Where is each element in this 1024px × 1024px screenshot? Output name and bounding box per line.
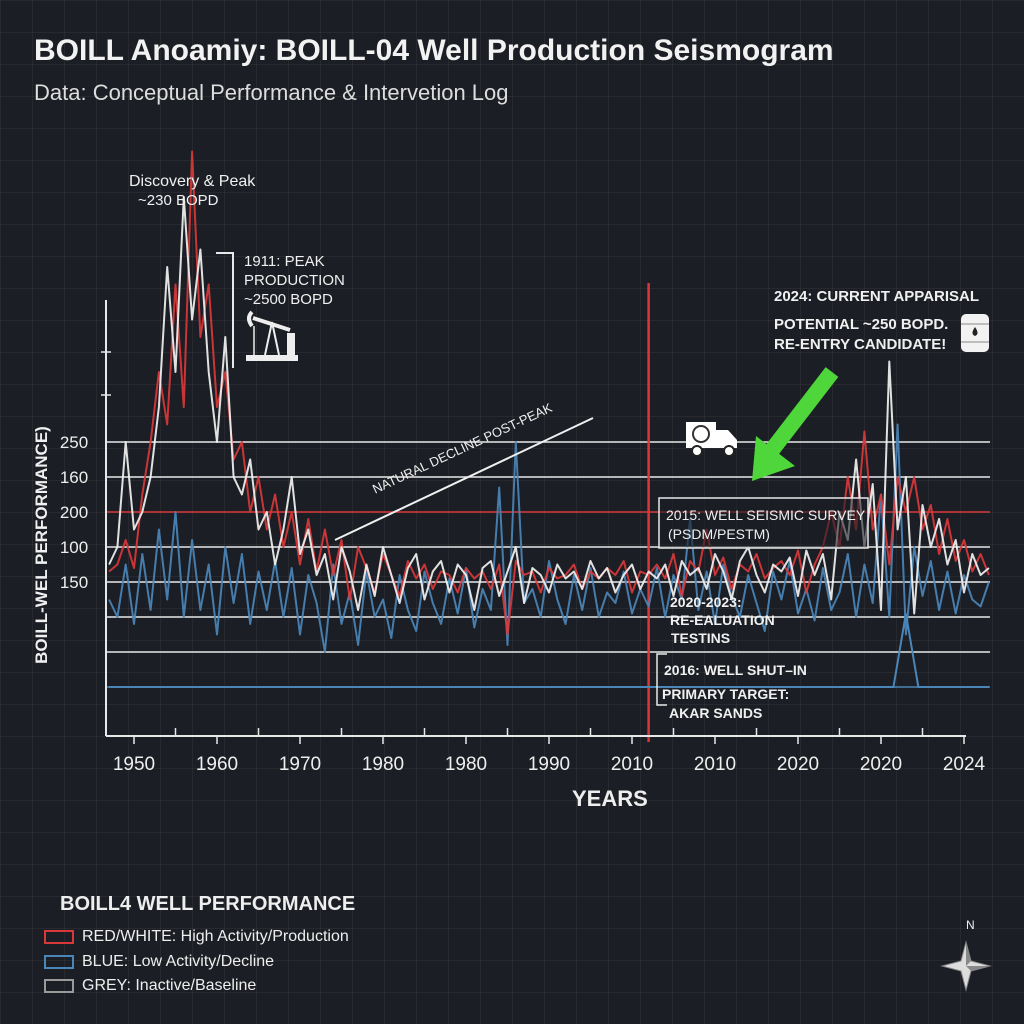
decline-line bbox=[334, 417, 594, 541]
annotation-potential-1: POTENTIAL ~250 BOPD. bbox=[774, 316, 949, 333]
x-tick-label: 2020 bbox=[860, 754, 902, 775]
shutin-bracket bbox=[656, 653, 667, 706]
legend-item-red: RED/WHITE: High Activity/Production bbox=[44, 928, 349, 946]
x-tick-label: 1950 bbox=[113, 754, 155, 775]
annotation-peak-2: PRODUCTION bbox=[244, 272, 345, 289]
legend-label: RED/WHITE: High Activity/Production bbox=[82, 928, 349, 945]
survey-box bbox=[658, 497, 869, 549]
annotation-peak-1: 1911: PEAK bbox=[244, 253, 325, 270]
y-tick-label: 200 bbox=[60, 503, 88, 522]
annotation-survey-2: (PSDM/PESTM) bbox=[668, 526, 770, 542]
annotation-discovery-value: ~230 BOPD bbox=[138, 192, 219, 209]
x-tick-label: 2010 bbox=[611, 754, 653, 775]
series-line-2 bbox=[108, 423, 990, 653]
chart-title: BOILL Anoamiy: BOILL-04 Well Production … bbox=[34, 34, 834, 67]
chart-subtitle: Data: Conceptual Performance & Interveti… bbox=[34, 80, 509, 105]
annotation-appraisal: 2024: CURRENT APPARISAL bbox=[774, 288, 980, 305]
legend-item-blue: BLUE: Low Activity/Decline bbox=[44, 953, 274, 971]
compass-label: N bbox=[966, 918, 975, 932]
annotation-reeval-3: TESTINS bbox=[671, 630, 731, 646]
x-tick-label: 1970 bbox=[279, 754, 321, 775]
baseline-series-line bbox=[109, 613, 989, 688]
legend-swatch-red bbox=[44, 930, 74, 944]
compass-icon bbox=[940, 940, 992, 992]
legend-swatch-grey bbox=[44, 979, 74, 993]
legend-item-grey: GREY: Inactive/Baseline bbox=[44, 977, 256, 995]
y-tick-label: 100 bbox=[60, 538, 88, 557]
x-tick-label: 1990 bbox=[528, 754, 570, 775]
y-tick-label: 160 bbox=[60, 468, 88, 487]
x-tick-label: 1980 bbox=[445, 754, 487, 775]
y-axis-label: BOILL-WEL PERFORMANCE) bbox=[32, 426, 51, 664]
x-tick-label: 2020 bbox=[777, 754, 819, 775]
legend-label: GREY: Inactive/Baseline bbox=[82, 977, 257, 994]
annotation-reeval-2: RE-EALUATION bbox=[670, 612, 775, 628]
x-tick-label: 2010 bbox=[694, 754, 736, 775]
y-tick-label: 150 bbox=[60, 573, 88, 592]
x-tick-label: 1960 bbox=[196, 754, 238, 775]
truck-icon bbox=[686, 422, 737, 457]
annotation-shutin: 2016: WELL SHUT–IN bbox=[664, 662, 807, 678]
arrow-icon bbox=[752, 367, 839, 481]
x-axis-label: YEARS bbox=[572, 786, 648, 811]
legend-title: BOILL4 WELL PERFORMANCE bbox=[60, 893, 356, 915]
annotation-potential-2: RE-ENTRY CANDIDATE! bbox=[774, 336, 947, 353]
annotation-target-2: AKAR SANDS bbox=[669, 705, 763, 721]
peak-bracket bbox=[216, 252, 234, 368]
legend-swatch-blue bbox=[44, 955, 74, 969]
x-tick-label: 1980 bbox=[362, 754, 404, 775]
annotation-reeval-1: 2020-2023: bbox=[670, 594, 742, 610]
annotation-peak-3: ~2500 BOPD bbox=[244, 291, 333, 308]
legend-label: BLUE: Low Activity/Decline bbox=[82, 953, 275, 970]
annotation-survey-1: 2015: WELL SEISMIC SURVEY bbox=[666, 507, 866, 523]
annotation-discovery: Discovery & Peak bbox=[129, 173, 256, 190]
annotation-target-1: PRIMARY TARGET: bbox=[662, 686, 790, 702]
x-tick-label: 2024 bbox=[943, 754, 986, 775]
y-tick-label: 250 bbox=[60, 433, 88, 452]
oil-barrel-icon bbox=[961, 314, 989, 352]
pumpjack-icon bbox=[246, 310, 298, 361]
